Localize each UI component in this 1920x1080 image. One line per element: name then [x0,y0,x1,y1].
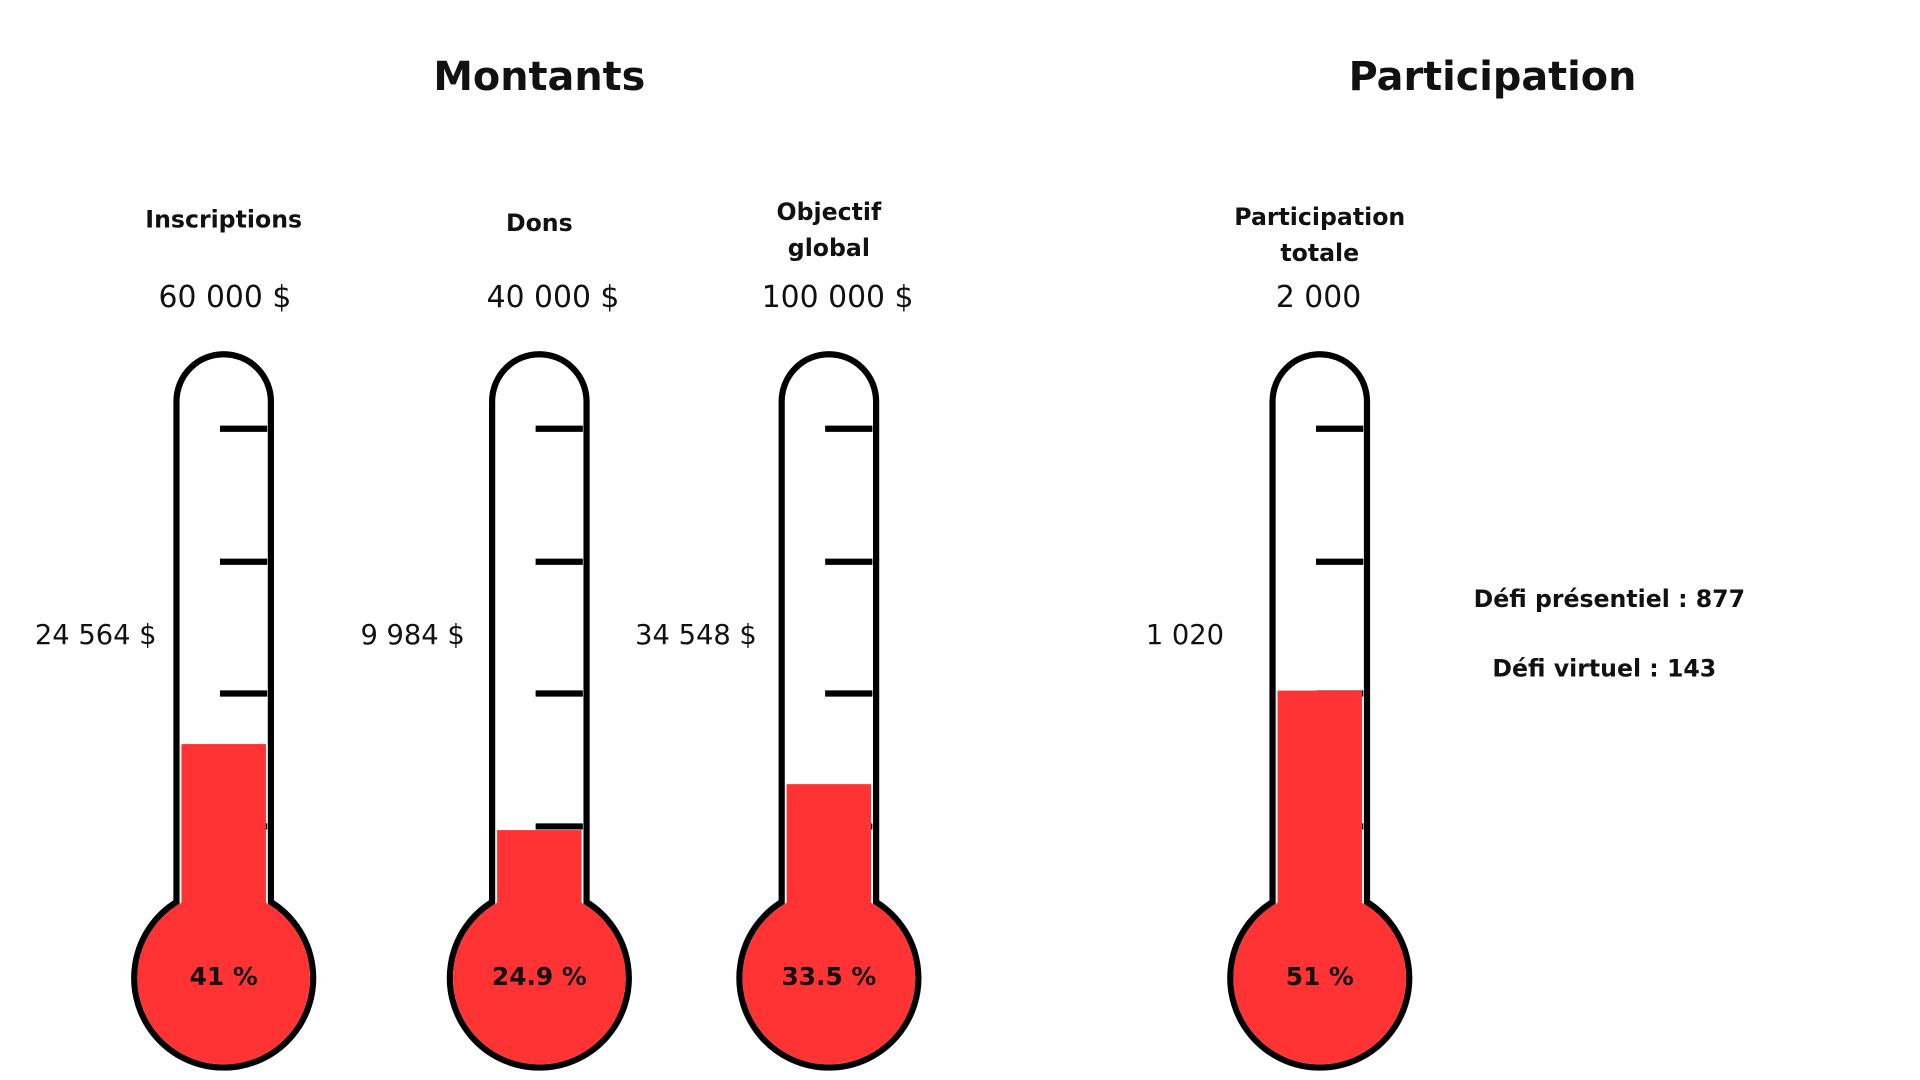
bulb [742,891,916,1065]
bulb [137,891,311,1065]
current-value: 9 984 $ [360,620,464,651]
thermometer-label: Participation totale [1234,203,1406,268]
thermometer-outline [131,351,317,1071]
thermometer-outline [736,351,922,1071]
label-box: Inscriptions [145,205,303,234]
goal: 60 000 $ [159,280,292,315]
current-value: 1 020 [1146,620,1224,651]
note: Défi présentiel : 877 [1474,585,1745,613]
label-box: Dons [505,209,573,237]
bulb [452,891,626,1065]
current-value: 34 548 $ [635,620,757,651]
percent-label: 33.5 % [781,962,876,991]
percent-label: 51 % [1286,962,1354,991]
label-box: Participation totale [1234,203,1406,268]
thermometer-outline [446,351,632,1071]
percent-label: 24.9 % [492,962,587,991]
note: Défi virtuel : 143 [1492,654,1716,682]
thermometer-label: Objectif global [776,198,882,263]
bulb [1233,891,1407,1065]
thermometer-label: Inscriptions [145,205,303,234]
percent-label: 41 % [190,962,258,991]
section-title: Montants [433,54,645,100]
label-box: Objectif global [776,198,882,263]
section-title: Participation [1349,54,1637,100]
goal: 100 000 $ [762,280,914,315]
goal: 2 000 [1276,280,1361,315]
goal: 40 000 $ [487,280,620,315]
current-value: 24 564 $ [35,620,157,651]
thermometer-label: Dons [505,209,573,237]
